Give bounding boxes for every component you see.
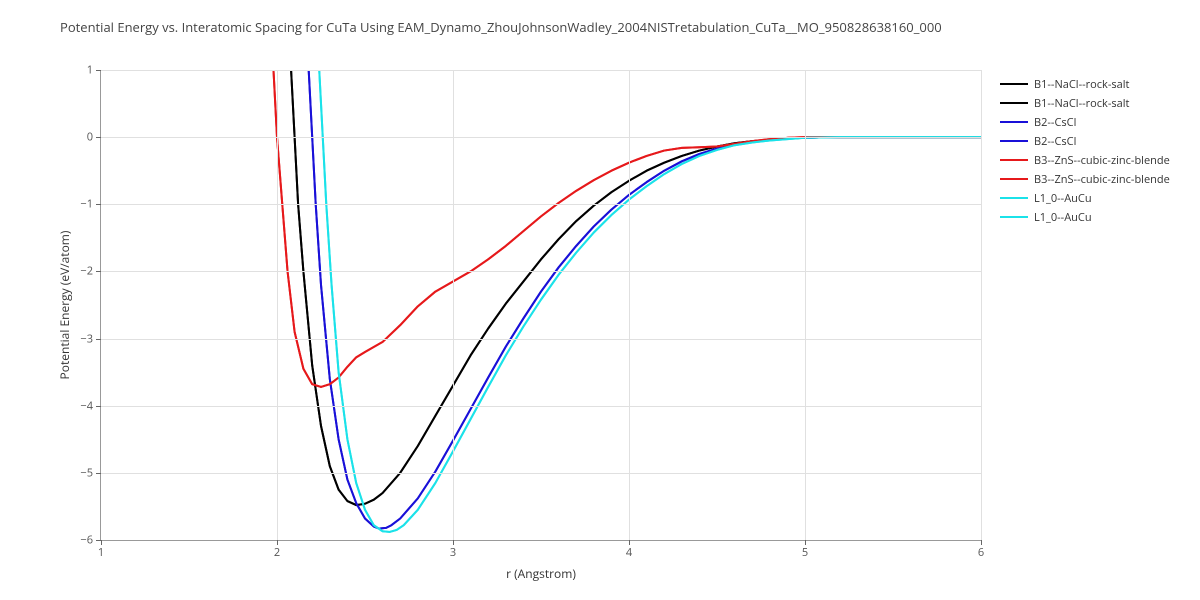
x-tick-label: 5 — [802, 545, 808, 560]
legend-swatch — [1000, 197, 1028, 199]
plot-area[interactable]: r (Angstrom) Potential Energy (eV/atom) … — [100, 70, 981, 541]
x-tick-label: 3 — [450, 545, 456, 560]
legend-swatch — [1000, 121, 1028, 123]
y-tick — [96, 204, 101, 205]
series-line[interactable] — [319, 70, 981, 532]
series-line[interactable] — [291, 70, 981, 505]
y-axis-label: Potential Energy (eV/atom) — [56, 231, 73, 380]
legend-swatch — [1000, 216, 1028, 218]
legend-label: B2--CsCl — [1034, 134, 1076, 149]
x-tick-label: 4 — [626, 545, 632, 560]
y-tick — [96, 137, 101, 138]
y-tick — [96, 406, 101, 407]
legend-label: B1--NaCl--rock-salt — [1034, 96, 1129, 111]
legend-item[interactable]: B2--CsCl — [1000, 114, 1170, 130]
legend-item[interactable]: L1_0--AuCu — [1000, 209, 1170, 225]
legend-label: L1_0--AuCu — [1034, 191, 1092, 206]
gridline-v — [277, 70, 278, 540]
legend-label: B3--ZnS--cubic-zinc-blende — [1034, 153, 1170, 168]
y-tick — [96, 271, 101, 272]
y-tick — [96, 540, 101, 541]
legend[interactable]: B1--NaCl--rock-salt B1--NaCl--rock-salt B2… — [1000, 76, 1170, 228]
legend-label: B1--NaCl--rock-salt — [1034, 77, 1129, 92]
legend-swatch — [1000, 159, 1028, 161]
legend-item[interactable]: L1_0--AuCu — [1000, 190, 1170, 206]
legend-label: L1_0--AuCu — [1034, 210, 1092, 225]
legend-label: B3--ZnS--cubic-zinc-blende — [1034, 172, 1170, 187]
gridline-v — [453, 70, 454, 540]
x-tick-label: 1 — [98, 545, 104, 560]
y-tick-label: −2 — [80, 264, 93, 279]
legend-swatch — [1000, 140, 1028, 142]
legend-swatch — [1000, 102, 1028, 104]
x-tick-label: 2 — [274, 545, 280, 560]
y-tick-label: 0 — [87, 130, 93, 145]
curves-svg — [101, 70, 981, 540]
gridline-h — [101, 339, 981, 340]
gridline-v — [805, 70, 806, 540]
legend-label: B2--CsCl — [1034, 115, 1076, 130]
gridline-h — [101, 137, 981, 138]
x-tick-label: 6 — [978, 545, 984, 560]
gridline-v — [981, 70, 982, 540]
gridline-h — [101, 204, 981, 205]
y-tick — [96, 70, 101, 71]
legend-swatch — [1000, 83, 1028, 85]
legend-item[interactable]: B3--ZnS--cubic-zinc-blende — [1000, 152, 1170, 168]
y-tick-label: 1 — [87, 63, 93, 78]
series-line[interactable] — [319, 70, 981, 532]
chart-container: Potential Energy vs. Interatomic Spacing… — [0, 0, 1200, 600]
legend-item[interactable]: B1--NaCl--rock-salt — [1000, 95, 1170, 111]
y-tick-label: −1 — [80, 197, 93, 212]
gridline-v — [629, 70, 630, 540]
gridline-h — [101, 70, 981, 71]
legend-item[interactable]: B1--NaCl--rock-salt — [1000, 76, 1170, 92]
y-tick-label: −6 — [80, 533, 93, 548]
legend-item[interactable]: B3--ZnS--cubic-zinc-blende — [1000, 171, 1170, 187]
gridline-h — [101, 473, 981, 474]
series-line[interactable] — [291, 70, 981, 505]
y-tick — [96, 473, 101, 474]
x-axis-label: r (Angstrom) — [506, 565, 576, 582]
y-tick-label: −5 — [80, 465, 93, 480]
y-tick — [96, 339, 101, 340]
y-tick-label: −4 — [80, 398, 93, 413]
legend-swatch — [1000, 178, 1028, 180]
legend-item[interactable]: B2--CsCl — [1000, 133, 1170, 149]
y-tick-label: −3 — [80, 331, 93, 346]
chart-title: Potential Energy vs. Interatomic Spacing… — [60, 18, 942, 36]
gridline-h — [101, 271, 981, 272]
gridline-h — [101, 406, 981, 407]
